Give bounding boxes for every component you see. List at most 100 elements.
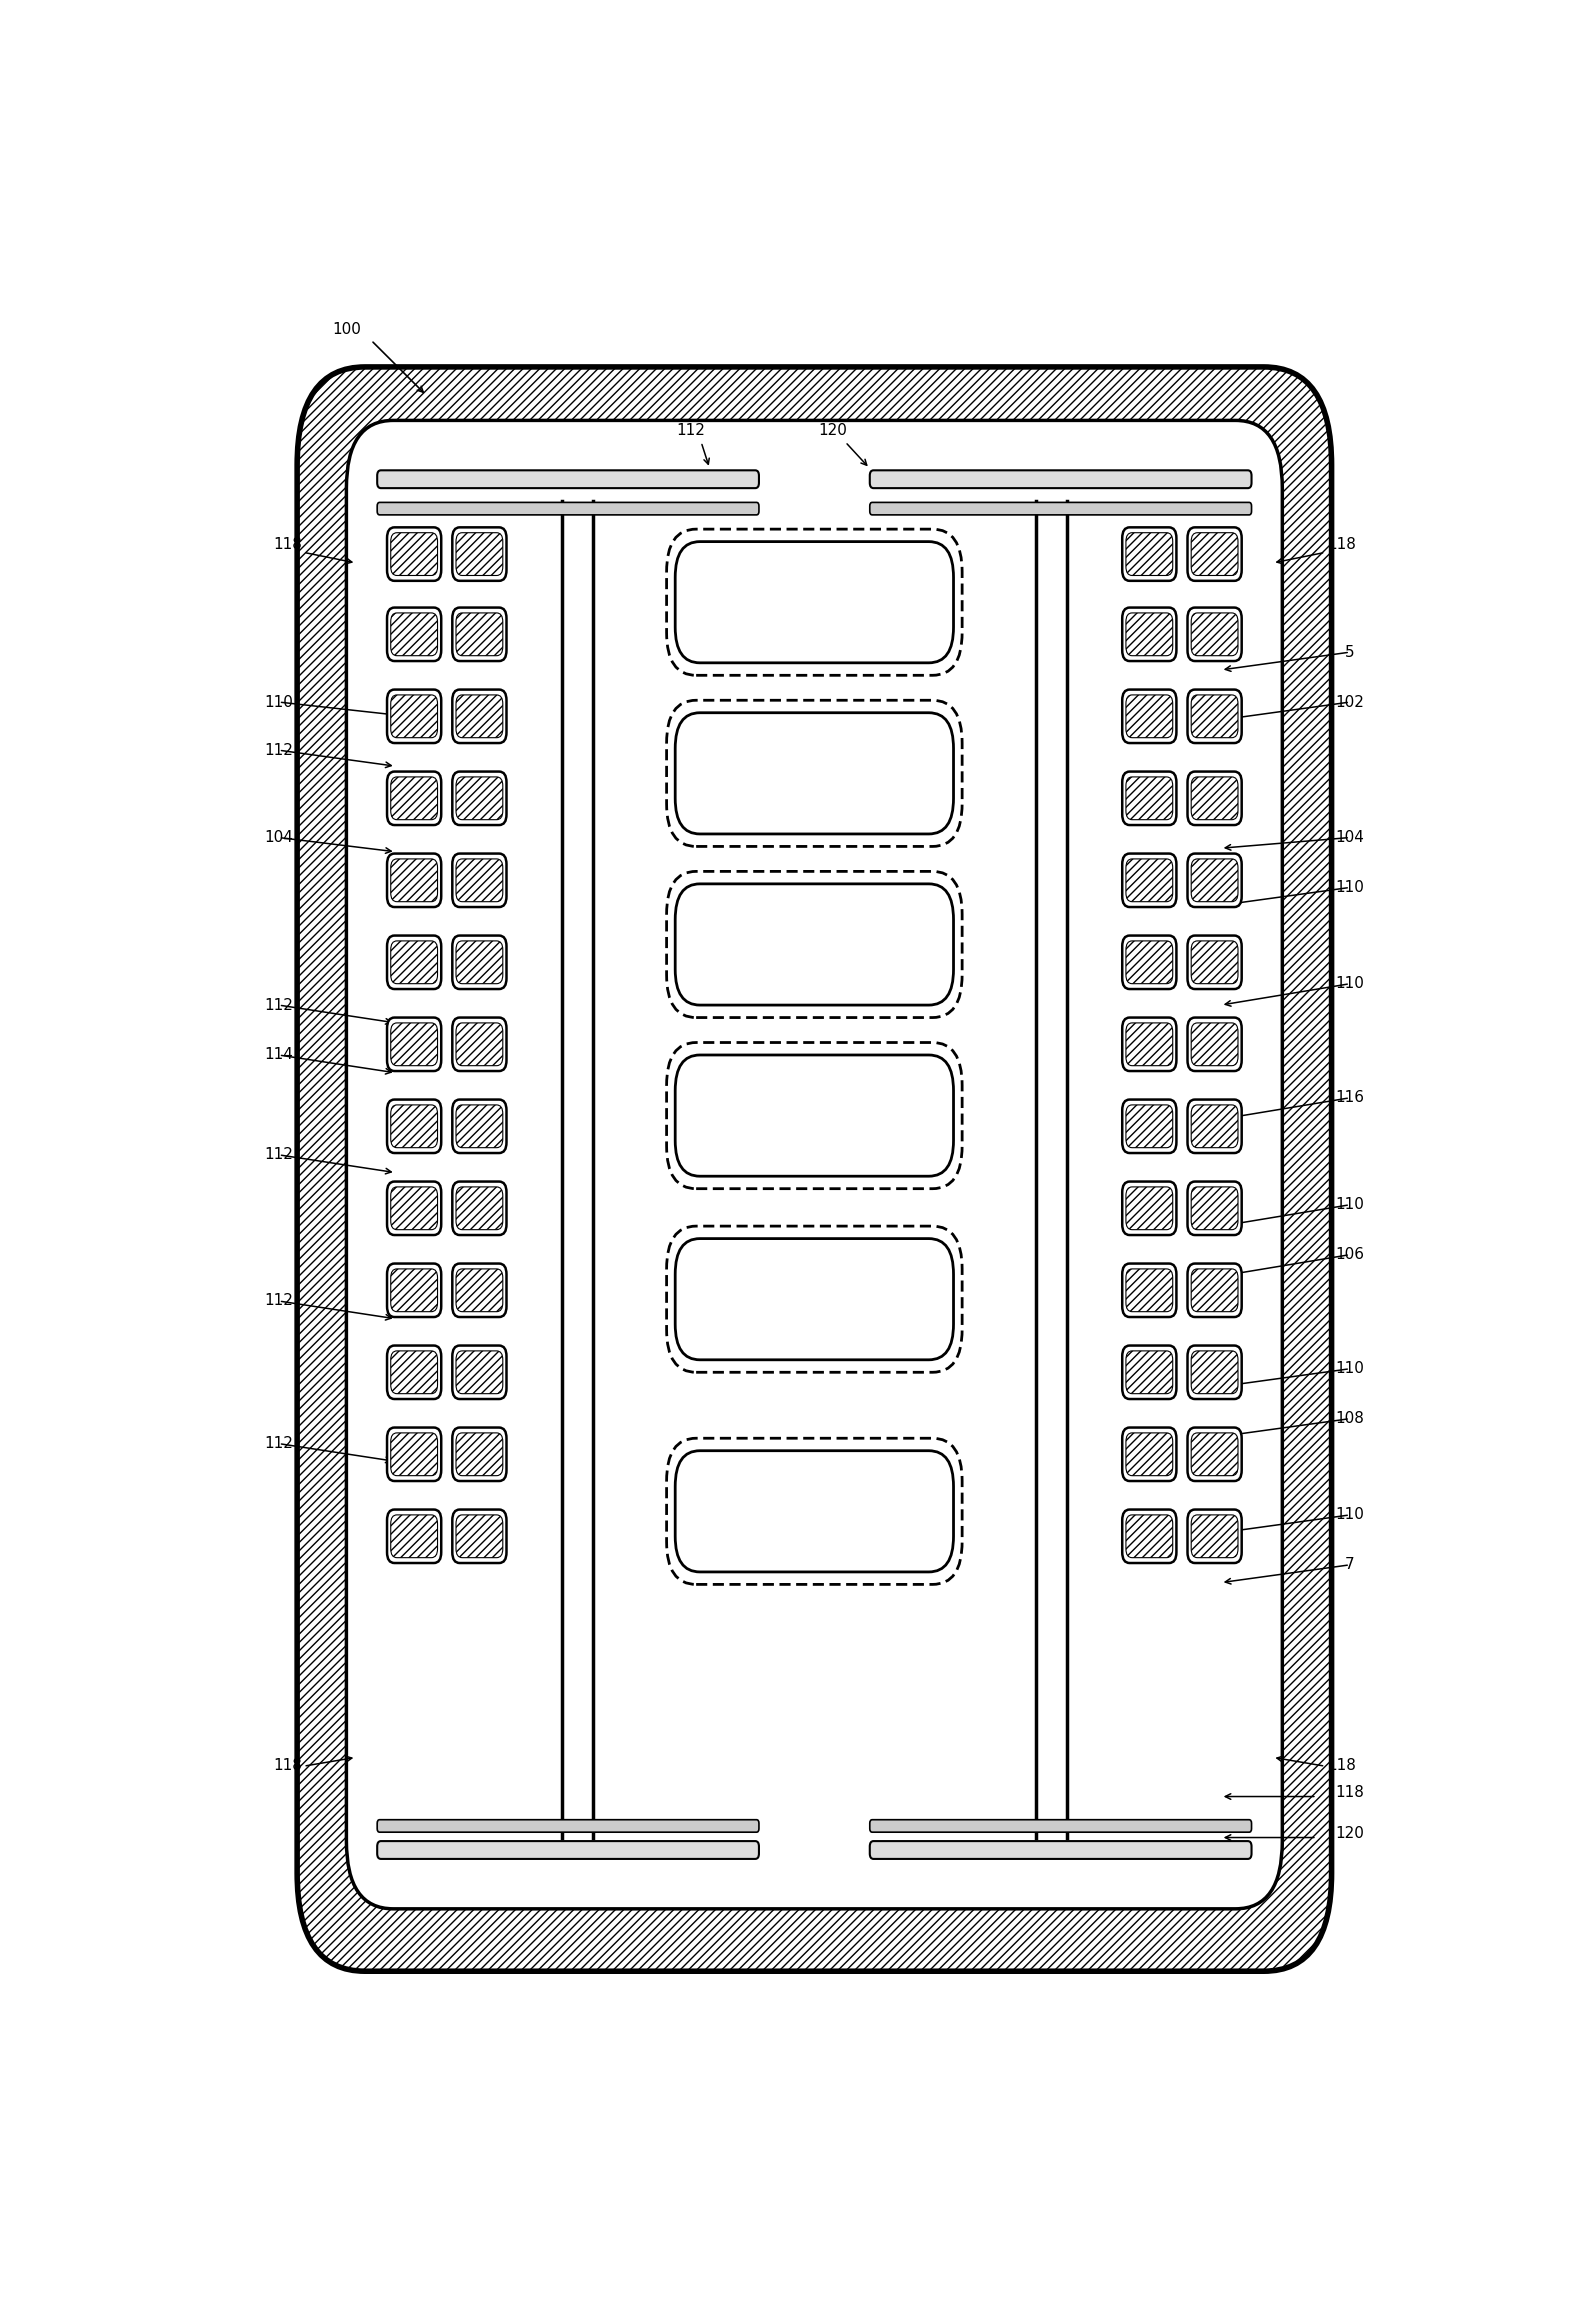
FancyBboxPatch shape — [388, 607, 442, 662]
FancyBboxPatch shape — [1127, 532, 1173, 576]
FancyBboxPatch shape — [1127, 859, 1173, 901]
FancyBboxPatch shape — [391, 940, 437, 984]
FancyBboxPatch shape — [391, 1188, 437, 1229]
FancyBboxPatch shape — [456, 940, 502, 984]
FancyBboxPatch shape — [456, 1188, 502, 1229]
FancyBboxPatch shape — [456, 1023, 502, 1065]
Text: 112: 112 — [264, 998, 292, 1012]
FancyBboxPatch shape — [388, 690, 442, 743]
FancyBboxPatch shape — [1187, 771, 1241, 824]
FancyBboxPatch shape — [453, 1181, 507, 1234]
FancyBboxPatch shape — [1192, 1269, 1238, 1313]
FancyBboxPatch shape — [675, 884, 953, 1005]
FancyBboxPatch shape — [1122, 607, 1176, 662]
Text: 106: 106 — [1335, 1248, 1365, 1262]
FancyBboxPatch shape — [1192, 859, 1238, 901]
FancyBboxPatch shape — [1122, 1019, 1176, 1072]
FancyBboxPatch shape — [453, 1428, 507, 1482]
FancyBboxPatch shape — [1192, 778, 1238, 820]
FancyBboxPatch shape — [1192, 1023, 1238, 1065]
Text: 116: 116 — [1335, 1090, 1365, 1104]
Text: 104: 104 — [1336, 831, 1365, 845]
Text: 110: 110 — [1336, 880, 1365, 896]
FancyBboxPatch shape — [667, 1042, 963, 1188]
FancyBboxPatch shape — [388, 771, 442, 824]
FancyBboxPatch shape — [1187, 935, 1241, 989]
FancyBboxPatch shape — [388, 528, 442, 581]
FancyBboxPatch shape — [453, 1100, 507, 1153]
Text: 118: 118 — [273, 537, 302, 551]
FancyBboxPatch shape — [456, 1433, 502, 1475]
FancyBboxPatch shape — [1187, 1509, 1241, 1563]
FancyBboxPatch shape — [388, 1428, 442, 1482]
FancyBboxPatch shape — [453, 935, 507, 989]
FancyBboxPatch shape — [1127, 613, 1173, 655]
FancyBboxPatch shape — [391, 1269, 437, 1313]
FancyBboxPatch shape — [453, 1509, 507, 1563]
FancyBboxPatch shape — [391, 1352, 437, 1394]
FancyBboxPatch shape — [388, 935, 442, 989]
FancyBboxPatch shape — [1122, 1345, 1176, 1398]
FancyBboxPatch shape — [456, 613, 502, 655]
FancyBboxPatch shape — [869, 1840, 1252, 1859]
FancyBboxPatch shape — [1187, 1428, 1241, 1482]
Text: 108: 108 — [1336, 1412, 1365, 1426]
FancyBboxPatch shape — [388, 1019, 442, 1072]
Text: 110: 110 — [264, 694, 292, 708]
Text: 120: 120 — [818, 424, 847, 438]
FancyBboxPatch shape — [456, 1352, 502, 1394]
FancyBboxPatch shape — [1127, 1023, 1173, 1065]
FancyBboxPatch shape — [1127, 1433, 1173, 1475]
Text: 112: 112 — [264, 743, 292, 757]
FancyBboxPatch shape — [388, 1181, 442, 1234]
FancyBboxPatch shape — [1192, 1188, 1238, 1229]
FancyBboxPatch shape — [869, 1820, 1252, 1831]
FancyBboxPatch shape — [1127, 1104, 1173, 1148]
Text: 110: 110 — [1336, 977, 1365, 991]
FancyBboxPatch shape — [377, 502, 760, 514]
FancyBboxPatch shape — [346, 421, 1282, 1910]
Text: 118: 118 — [1336, 1785, 1365, 1799]
FancyBboxPatch shape — [453, 771, 507, 824]
FancyBboxPatch shape — [1192, 1352, 1238, 1394]
FancyBboxPatch shape — [456, 778, 502, 820]
FancyBboxPatch shape — [1127, 1514, 1173, 1558]
FancyBboxPatch shape — [1127, 778, 1173, 820]
Text: 114: 114 — [264, 1046, 292, 1063]
FancyBboxPatch shape — [675, 1239, 953, 1359]
FancyBboxPatch shape — [1127, 694, 1173, 738]
FancyBboxPatch shape — [1187, 1019, 1241, 1072]
FancyBboxPatch shape — [675, 1452, 953, 1572]
FancyBboxPatch shape — [453, 1345, 507, 1398]
Text: 112: 112 — [264, 1294, 292, 1308]
FancyBboxPatch shape — [456, 1269, 502, 1313]
FancyBboxPatch shape — [453, 607, 507, 662]
FancyBboxPatch shape — [388, 854, 442, 907]
FancyBboxPatch shape — [1187, 1181, 1241, 1234]
FancyBboxPatch shape — [1187, 1100, 1241, 1153]
Text: 5: 5 — [1346, 644, 1355, 660]
FancyBboxPatch shape — [391, 1023, 437, 1065]
FancyBboxPatch shape — [1192, 1104, 1238, 1148]
FancyBboxPatch shape — [869, 470, 1252, 488]
FancyBboxPatch shape — [675, 1056, 953, 1176]
FancyBboxPatch shape — [1187, 690, 1241, 743]
FancyBboxPatch shape — [1122, 771, 1176, 824]
Text: 120: 120 — [1336, 1827, 1365, 1840]
FancyBboxPatch shape — [675, 713, 953, 833]
FancyBboxPatch shape — [377, 1840, 760, 1859]
FancyBboxPatch shape — [1127, 1352, 1173, 1394]
FancyBboxPatch shape — [453, 1019, 507, 1072]
FancyBboxPatch shape — [1122, 1264, 1176, 1317]
Text: 112: 112 — [264, 1148, 292, 1162]
FancyBboxPatch shape — [391, 613, 437, 655]
Text: 118: 118 — [1327, 1757, 1355, 1773]
FancyBboxPatch shape — [388, 1345, 442, 1398]
FancyBboxPatch shape — [1192, 532, 1238, 576]
Text: 118: 118 — [1327, 537, 1355, 551]
FancyBboxPatch shape — [388, 1100, 442, 1153]
FancyBboxPatch shape — [1122, 1509, 1176, 1563]
FancyBboxPatch shape — [391, 1104, 437, 1148]
FancyBboxPatch shape — [1192, 1433, 1238, 1475]
FancyBboxPatch shape — [1127, 1188, 1173, 1229]
